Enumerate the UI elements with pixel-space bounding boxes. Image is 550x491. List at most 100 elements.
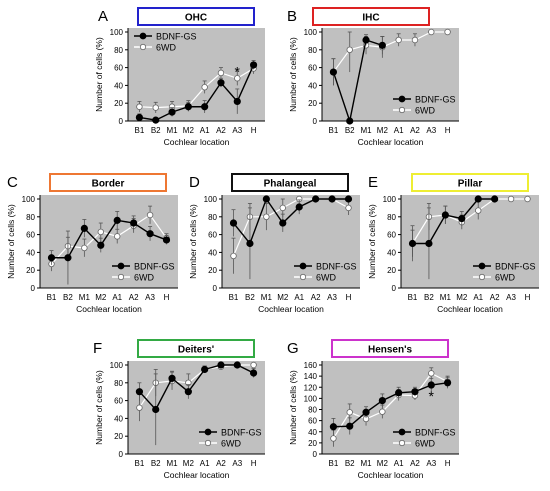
x-tick-label: A2 xyxy=(410,459,420,468)
x-tick-label: M1 xyxy=(261,293,273,302)
data-point xyxy=(162,236,171,244)
data-point xyxy=(346,117,354,125)
data-point xyxy=(47,254,56,262)
x-tick-label: M2 xyxy=(277,293,289,302)
y-tick-label: 0 xyxy=(213,284,218,293)
x-tick-label: M1 xyxy=(360,126,372,135)
x-tick-label: B1 xyxy=(408,293,418,302)
x-tick-label: M1 xyxy=(440,293,452,302)
data-point xyxy=(250,361,257,369)
data-point xyxy=(428,370,435,377)
y-tick-label: 100 xyxy=(304,394,318,403)
data-point xyxy=(379,408,386,415)
y-tick-label: 80 xyxy=(114,379,123,388)
y-tick-label: 60 xyxy=(114,397,123,406)
x-tick-label: M2 xyxy=(183,459,195,468)
x-tick-label: B2 xyxy=(345,126,355,135)
x-tick-label: H xyxy=(251,459,257,468)
x-tick-label: A2 xyxy=(490,293,500,302)
y-tick-label: 40 xyxy=(114,414,123,423)
y-tick-label: 100 xyxy=(383,195,397,204)
y-tick-label: 80 xyxy=(387,213,396,222)
y-tick-label: 140 xyxy=(304,372,318,381)
y-tick-label: 60 xyxy=(308,417,317,426)
data-point xyxy=(330,435,337,442)
data-point xyxy=(146,230,154,238)
data-point xyxy=(395,389,403,397)
data-point xyxy=(136,103,143,110)
x-tick-label: M2 xyxy=(377,126,389,135)
data-point xyxy=(427,381,435,389)
data-point xyxy=(152,116,160,124)
annotation-asterisk: * xyxy=(429,388,435,404)
data-point xyxy=(233,97,241,106)
series-bdnf-gs xyxy=(135,361,258,446)
x-tick-label: B1 xyxy=(329,126,339,135)
y-axis-label: Number of cells (%) xyxy=(188,204,198,279)
x-tick-label: A2 xyxy=(129,293,139,302)
x-tick-label: M1 xyxy=(166,126,178,135)
panel-title-box xyxy=(49,173,167,192)
data-point xyxy=(184,103,192,111)
legend-label: 6WD xyxy=(415,106,436,116)
x-tick-label: H xyxy=(445,459,451,468)
data-point xyxy=(262,195,270,203)
panel-letter: B xyxy=(287,8,297,25)
x-tick-label: A1 xyxy=(200,126,210,135)
y-tick-label: 40 xyxy=(114,81,123,90)
data-point xyxy=(408,239,417,248)
legend-label: 6WD xyxy=(156,43,177,53)
y-tick-label: 20 xyxy=(308,99,317,108)
x-tick-label: A3 xyxy=(232,459,242,468)
legend-marker xyxy=(398,95,406,103)
data-point xyxy=(135,388,144,396)
plot-area xyxy=(322,361,459,454)
legend-marker xyxy=(478,273,486,281)
x-tick-label: B2 xyxy=(245,293,255,302)
legend-marker xyxy=(299,273,307,281)
data-point xyxy=(229,219,238,227)
data-point xyxy=(136,404,143,411)
data-point xyxy=(329,423,338,431)
y-tick-label: 80 xyxy=(308,46,317,55)
x-tick-label: B1 xyxy=(329,459,339,468)
panel-title: IHC xyxy=(362,13,379,24)
series-bdnf-gs xyxy=(229,195,353,280)
data-point xyxy=(217,79,225,87)
y-tick-label: 20 xyxy=(114,99,123,108)
series-bdnf-gs xyxy=(408,195,499,280)
y-tick-label: 40 xyxy=(26,248,35,257)
x-axis-label: Cochlear location xyxy=(164,470,230,480)
y-tick-label: 0 xyxy=(313,117,318,126)
y-tick-label: 60 xyxy=(308,64,317,73)
legend-marker xyxy=(398,428,406,436)
panel-title-box xyxy=(137,7,255,26)
x-tick-label: H xyxy=(525,293,531,302)
x-tick-label: B1 xyxy=(135,126,145,135)
panel-title: Hensen's xyxy=(368,345,413,356)
x-tick-label: A3 xyxy=(426,126,436,135)
data-point xyxy=(411,36,419,44)
panel-f: F Deiters' 0 20 40 60 80 100 B1 B2 M1 M2 A1 A2 A3 H Coch… xyxy=(93,339,265,480)
legend-marker xyxy=(117,273,125,281)
legend-label: 6WD xyxy=(134,273,155,283)
x-tick-label: H xyxy=(164,293,170,302)
panel-title-box xyxy=(411,173,529,192)
y-tick-label: 80 xyxy=(114,46,123,55)
plot-area xyxy=(40,195,178,288)
y-tick-label: 0 xyxy=(31,284,36,293)
panel-title-box xyxy=(231,173,349,192)
data-point xyxy=(217,361,225,369)
y-tick-label: 0 xyxy=(392,284,397,293)
series-bdnf-gs xyxy=(47,211,171,285)
panel-title-box xyxy=(331,339,449,358)
y-tick-label: 60 xyxy=(26,231,35,240)
panel-letter: D xyxy=(189,174,200,191)
y-tick-label: 60 xyxy=(114,64,123,73)
legend-marker xyxy=(139,43,147,51)
y-tick-label: 80 xyxy=(26,213,35,222)
